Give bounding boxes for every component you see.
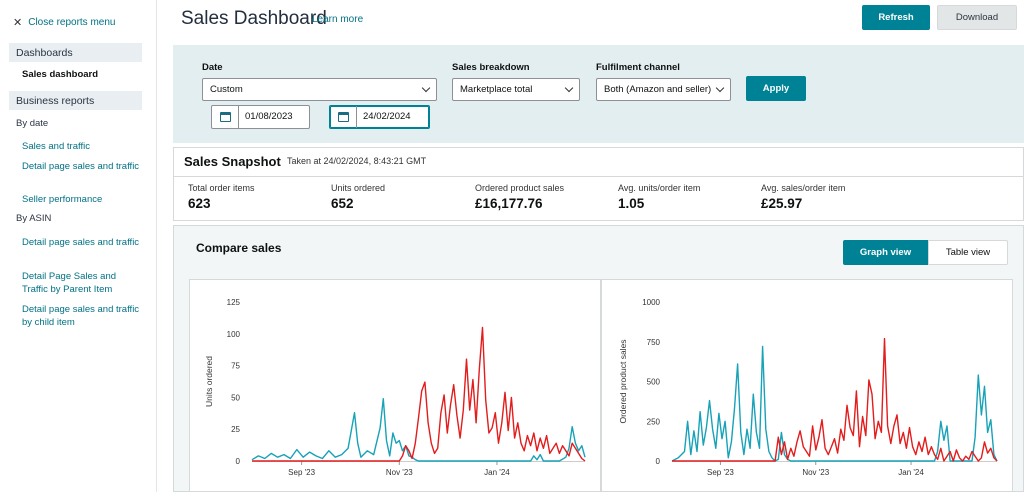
ordered-product-sales-chart: 1000 750 500 250 0 Ordered product sales Sep '… bbox=[601, 279, 1013, 492]
sidebar-section-business-reports[interactable]: Business reports bbox=[9, 91, 142, 110]
units-ordered-chart-svg: 125 100 75 50 25 0 Units ordered Sep '23 Nov '23… bbox=[204, 298, 586, 477]
metric-ordered-product-sales: Ordered product sales £16,177.76 bbox=[475, 183, 564, 211]
y-tick-label: 25 bbox=[231, 425, 240, 434]
refresh-button[interactable]: Refresh bbox=[862, 5, 930, 30]
y-tick-label: 0 bbox=[236, 457, 241, 466]
metric-label: Units ordered bbox=[331, 183, 386, 193]
apply-button[interactable]: Apply bbox=[746, 76, 806, 101]
sidebar-item-asin-parent-item[interactable]: Detail Page Sales and Traffic by Parent … bbox=[22, 271, 117, 295]
y-tick-label: 500 bbox=[647, 378, 661, 387]
sidebar-section-dashboards[interactable]: Dashboards bbox=[9, 43, 142, 62]
sales-breakdown-value: Marketplace total bbox=[460, 84, 533, 95]
snapshot-timestamp: Taken at 24/02/2024, 8:43:21 GMT bbox=[287, 156, 427, 166]
y-axis-label: Ordered product sales bbox=[618, 339, 628, 423]
chevron-down-icon bbox=[421, 83, 431, 93]
y-tick-label: 75 bbox=[231, 362, 240, 371]
chevron-down-icon bbox=[715, 83, 725, 93]
sidebar-item-asin-child-item[interactable]: Detail page sales and traffic by child i… bbox=[22, 304, 140, 328]
page-title: Sales Dashboard bbox=[181, 8, 327, 29]
series-line-teal bbox=[251, 397, 586, 462]
close-reports-menu-link[interactable]: ✕ Close reports menu bbox=[13, 16, 115, 29]
metric-label: Total order items bbox=[188, 183, 255, 193]
x-tick-label: Sep '23 bbox=[707, 468, 734, 477]
metric-label: Ordered product sales bbox=[475, 183, 565, 193]
calendar-icon[interactable] bbox=[212, 106, 239, 128]
sidebar-item-sales-and-traffic[interactable]: Sales and traffic bbox=[22, 141, 90, 152]
snapshot-title: Sales Snapshot bbox=[184, 154, 281, 169]
fulfilment-channel-value: Both (Amazon and seller) bbox=[604, 84, 712, 95]
x-tick-label: Sep '23 bbox=[288, 468, 315, 477]
y-tick-label: 125 bbox=[227, 298, 241, 307]
units-ordered-chart: 125 100 75 50 25 0 Units ordered Sep '23 Nov '23… bbox=[189, 279, 601, 492]
metric-label: Avg. units/order item bbox=[618, 183, 701, 193]
metric-avg-sales-per-order: Avg. sales/order item £25.97 bbox=[761, 183, 845, 211]
end-date-field[interactable]: 24/02/2024 bbox=[329, 105, 430, 129]
fulfilment-channel-label: Fulfilment channel bbox=[596, 62, 680, 73]
compare-sales-title: Compare sales bbox=[196, 241, 282, 255]
sidebar-head-by-date: By date bbox=[16, 118, 49, 129]
x-tick-label: Nov '23 bbox=[386, 468, 413, 477]
fulfilment-channel-select[interactable]: Both (Amazon and seller) bbox=[596, 78, 731, 101]
calendar-icon[interactable] bbox=[330, 106, 357, 128]
y-tick-label: 50 bbox=[231, 393, 240, 402]
chevron-down-icon bbox=[564, 83, 574, 93]
y-tick-label: 250 bbox=[647, 417, 661, 426]
learn-more-link[interactable]: Learn more bbox=[312, 14, 364, 25]
metric-value: 652 bbox=[331, 196, 354, 211]
x-tick-label: Nov '23 bbox=[802, 468, 829, 477]
sidebar-item-seller-performance[interactable]: Seller performance bbox=[22, 194, 103, 205]
x-tick-label: Jan '24 bbox=[898, 468, 924, 477]
metric-value: £16,177.76 bbox=[475, 196, 543, 211]
y-tick-label: 100 bbox=[227, 330, 241, 339]
sidebar-item-detail-page-sales[interactable]: Detail page sales and traffic bbox=[22, 161, 140, 172]
date-select-value: Custom bbox=[210, 84, 243, 95]
y-tick-label: 750 bbox=[647, 338, 661, 347]
sales-breakdown-label: Sales breakdown bbox=[452, 62, 530, 73]
metric-value: 623 bbox=[188, 196, 211, 211]
ordered-product-sales-chart-svg: 1000 750 500 250 0 Ordered product sales Sep '… bbox=[618, 298, 998, 477]
metric-value: £25.97 bbox=[761, 196, 803, 211]
metric-value: 1.05 bbox=[618, 196, 645, 211]
metric-units-ordered: Units ordered 652 bbox=[331, 183, 385, 211]
series-line-red bbox=[672, 337, 998, 462]
table-view-toggle[interactable]: Table view bbox=[928, 240, 1008, 265]
series-line-teal bbox=[671, 345, 998, 462]
close-menu-label: Close reports menu bbox=[28, 17, 116, 28]
x-tick-label: Jan '24 bbox=[484, 468, 510, 477]
close-icon: ✕ bbox=[13, 17, 23, 29]
date-select[interactable]: Custom bbox=[202, 78, 437, 101]
start-date-value: 01/08/2023 bbox=[245, 111, 293, 122]
sidebar-item-sales-dashboard[interactable]: Sales dashboard bbox=[22, 69, 99, 80]
snapshot-metrics bbox=[173, 176, 1024, 221]
y-tick-label: 1000 bbox=[642, 298, 660, 307]
metric-label: Avg. sales/order item bbox=[761, 183, 846, 193]
y-axis-label: Units ordered bbox=[204, 356, 214, 407]
metric-avg-units-per-order: Avg. units/order item 1.05 bbox=[618, 183, 700, 211]
sidebar-item-asin-detail-page[interactable]: Detail page sales and traffic bbox=[22, 237, 140, 248]
reports-sidebar: ✕ Close reports menu Dashboards Sales da… bbox=[0, 0, 157, 492]
graph-view-toggle[interactable]: Graph view bbox=[843, 240, 928, 265]
end-date-value: 24/02/2024 bbox=[363, 111, 411, 122]
y-tick-label: 0 bbox=[656, 457, 661, 466]
metric-total-order-items: Total order items 623 bbox=[188, 183, 255, 211]
sales-breakdown-select[interactable]: Marketplace total bbox=[452, 78, 580, 101]
start-date-field[interactable]: 01/08/2023 bbox=[211, 105, 310, 129]
date-label: Date bbox=[202, 62, 223, 73]
download-button[interactable]: Download bbox=[937, 5, 1017, 30]
sidebar-head-by-asin: By ASIN bbox=[16, 213, 52, 224]
series-line-red bbox=[252, 326, 586, 462]
